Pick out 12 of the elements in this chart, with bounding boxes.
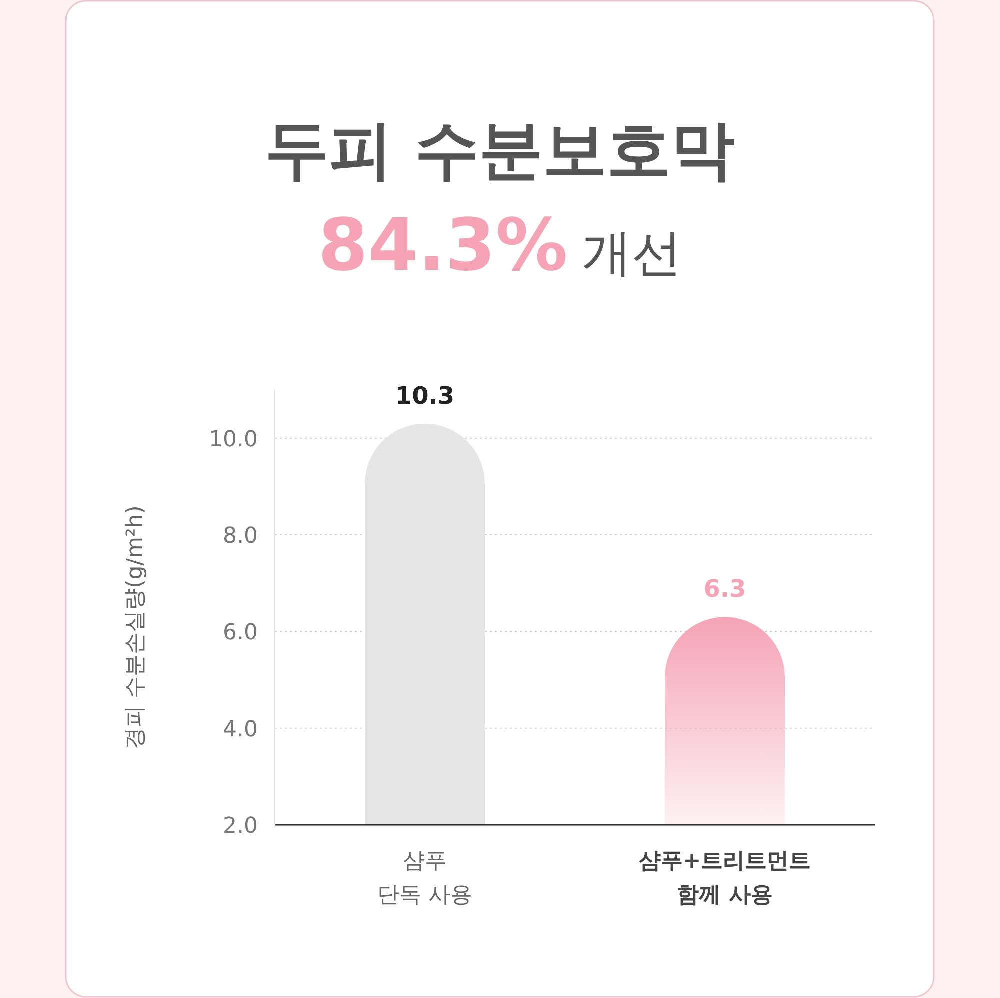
chart-title: 두피 수분보호막 bbox=[264, 114, 736, 188]
chart-subtitle: 84.3% 개선 bbox=[318, 203, 682, 287]
y-tick-label: 2.0 bbox=[223, 814, 258, 839]
y-tick-label: 10.0 bbox=[209, 427, 258, 452]
data-label: 6.3 bbox=[704, 575, 746, 604]
x-tick-label: 샴푸 단독 사용 bbox=[378, 849, 472, 908]
y-tick-label: 6.0 bbox=[223, 620, 258, 646]
x-tick-label: 샴푸+트리트먼트 함께 사용 bbox=[638, 849, 812, 908]
y-tick-label: 4.0 bbox=[223, 717, 258, 742]
y-tick-label: 8.0 bbox=[223, 524, 258, 549]
y-axis-title: 경피 수분손실량(g/m²h) bbox=[123, 506, 148, 750]
data-label: 10.3 bbox=[395, 382, 455, 410]
